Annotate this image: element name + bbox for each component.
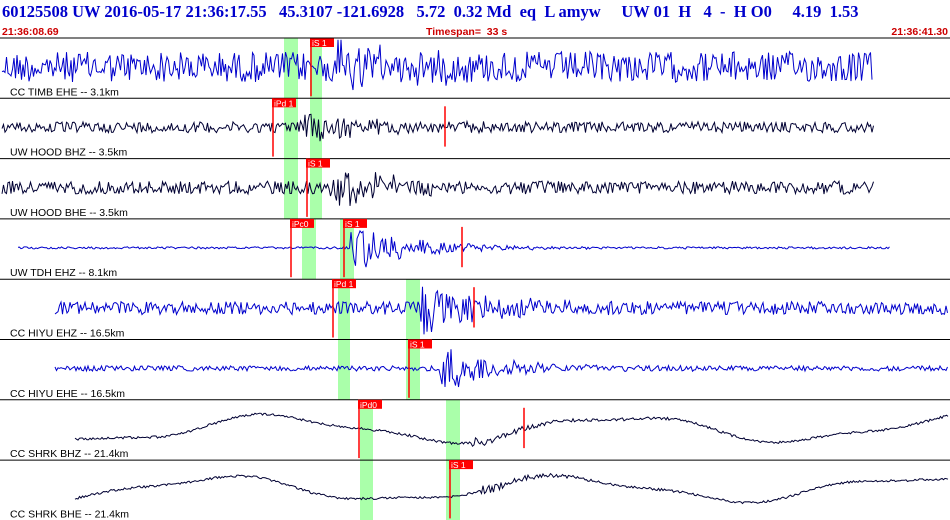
pick-label-box[interactable] [358, 399, 382, 409]
pick-label-box[interactable] [343, 218, 367, 228]
pick-window [284, 158, 298, 219]
end-time: 21:36:41.30 [891, 26, 948, 38]
pick-label-box[interactable] [306, 158, 330, 168]
channel-label: UW HOOD BHZ -- 3.5km [10, 147, 128, 159]
pick-label-box[interactable] [272, 98, 296, 108]
pick-window [360, 399, 373, 461]
seismic-trace [17, 229, 890, 268]
channel-label: UW HOOD BHE -- 3.5km [10, 207, 128, 219]
pick-label: iS 1 [308, 159, 323, 169]
seismic-trace [74, 472, 949, 505]
timespan-readout: Timespan= 33 s [426, 26, 508, 38]
seismic-trace [1, 39, 873, 91]
event-header: 60125508 UW 2016-05-17 21:36:17.55 45.31… [0, 0, 950, 26]
channel-label: CC TIMB EHE -- 3.1km [10, 86, 119, 98]
event-title: 60125508 UW 2016-05-17 21:36:17.55 45.31… [2, 2, 859, 21]
start-time: 21:36:08.69 [2, 26, 59, 38]
pick-label-box[interactable] [290, 218, 314, 228]
pick-label-box[interactable] [408, 339, 432, 349]
pick-label: iS 1 [345, 219, 360, 229]
pick-window [310, 158, 322, 219]
pick-window [284, 38, 298, 99]
channel-label: CC SHRK BHE -- 21.4km [10, 508, 129, 520]
seismic-trace [1, 172, 874, 206]
seismic-trace [1, 113, 874, 142]
pick-window [406, 279, 420, 340]
pick-label: iS 1 [312, 38, 327, 48]
pick-label: iS 1 [451, 460, 466, 470]
pick-label: iS 1 [410, 340, 425, 350]
pick-label-box[interactable] [449, 460, 473, 470]
seismic-trace [54, 349, 948, 388]
pick-window [360, 460, 373, 520]
seismic-trace [74, 412, 949, 447]
pick-window [302, 218, 316, 280]
pick-label-box[interactable] [332, 279, 356, 289]
pick-window [310, 38, 322, 99]
pick-label: iPd 1 [274, 98, 294, 108]
pick-label: iPd 1 [334, 279, 354, 289]
channel-label: CC SHRK BHZ -- 21.4km [10, 448, 129, 460]
seismic-trace [54, 286, 948, 335]
pick-label: iPc0 [292, 219, 309, 229]
pick-label: iPd0 [360, 400, 377, 410]
pick-window [338, 339, 350, 400]
channel-label: UW TDH EHZ -- 8.1km [10, 267, 117, 279]
channel-label: CC HIYU EHE -- 16.5km [10, 388, 125, 400]
pick-window [446, 399, 460, 461]
channel-label: CC HIYU EHZ -- 16.5km [10, 328, 125, 340]
pick-window [338, 279, 350, 340]
pick-label-box[interactable] [310, 38, 334, 47]
